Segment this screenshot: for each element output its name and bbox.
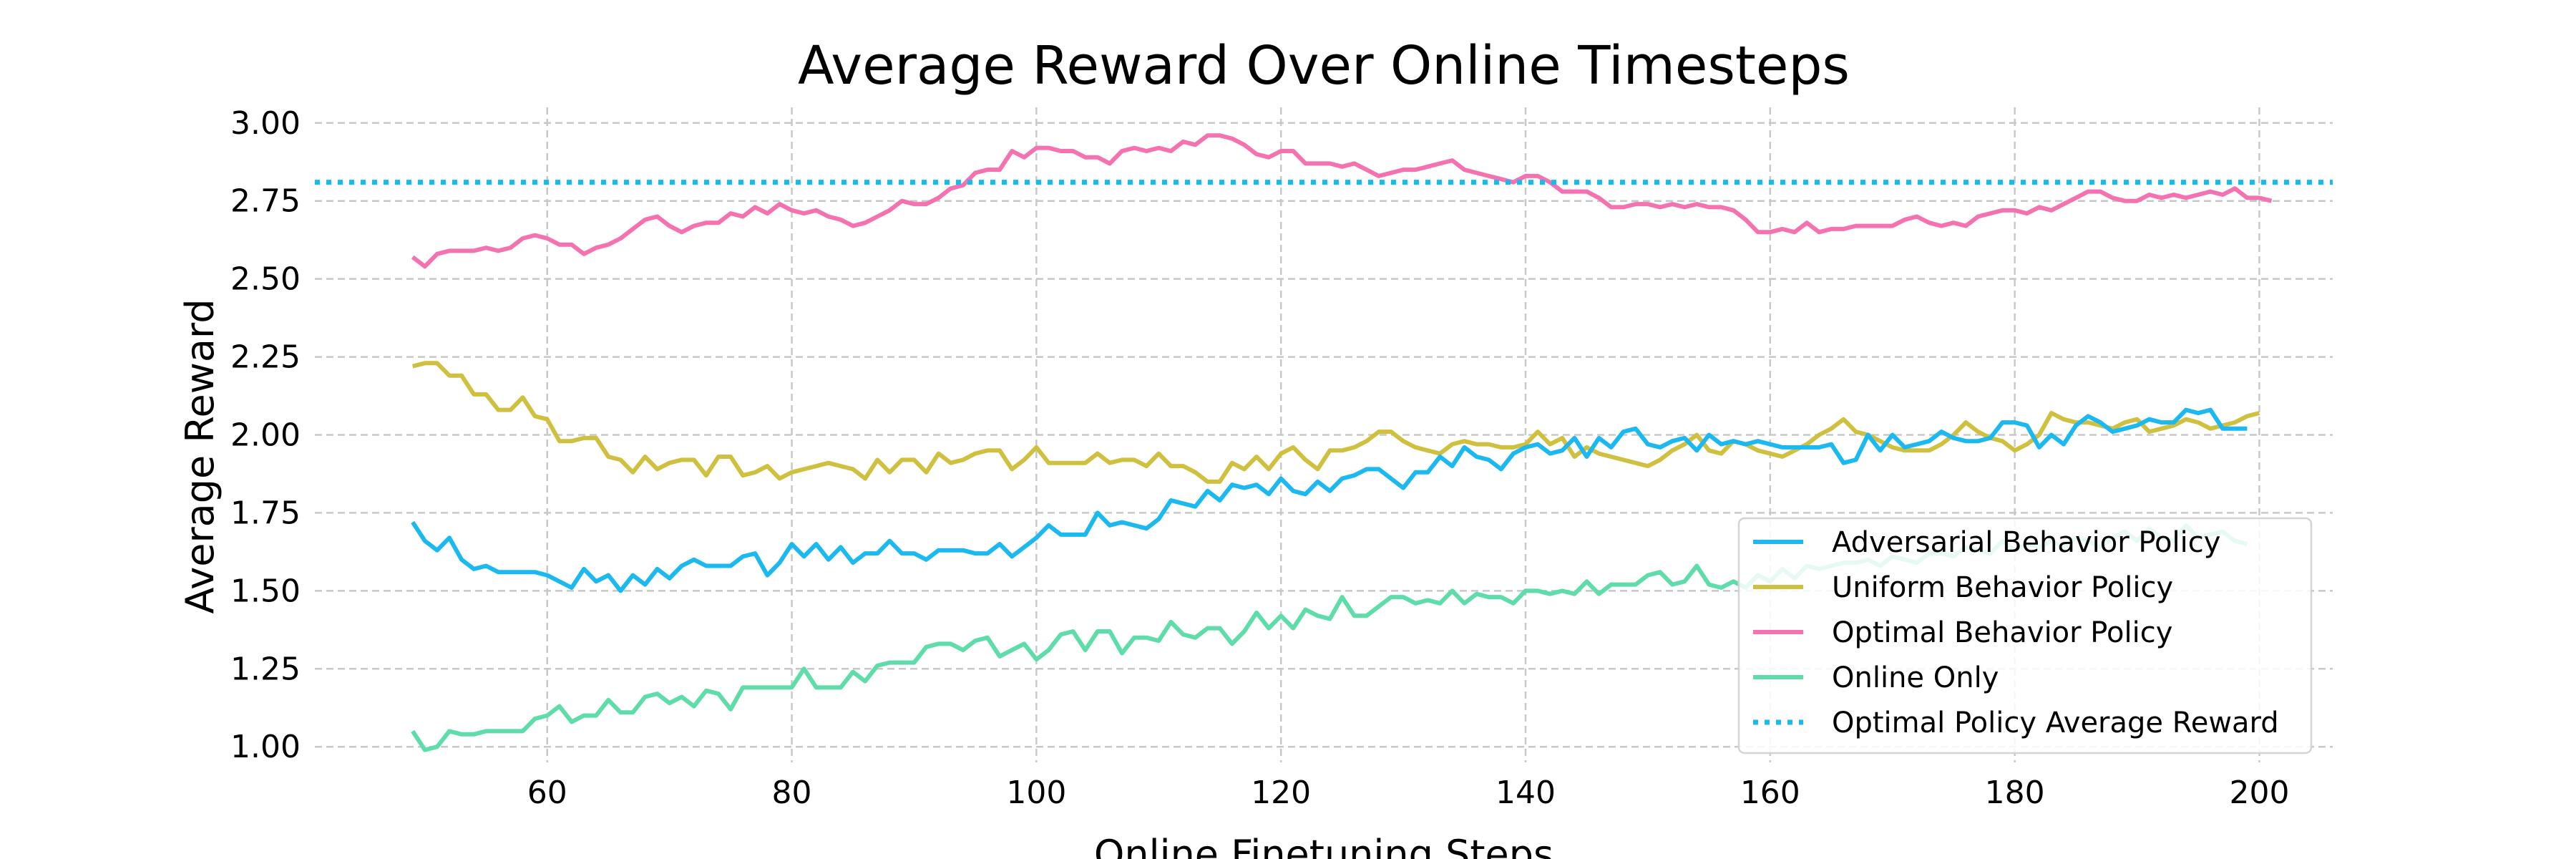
x-tick-label: 180 — [1985, 775, 2045, 811]
x-axis-ticks: 60 80 100 120 140 160 180 200 — [527, 775, 2290, 811]
x-tick-label: 200 — [2229, 775, 2289, 811]
legend-label: Uniform Behavior Policy — [1832, 571, 2173, 604]
x-tick-label: 120 — [1251, 775, 1311, 811]
y-tick-label: 1.50 — [230, 573, 301, 609]
y-tick-label: 1.25 — [230, 651, 301, 687]
x-tick-label: 160 — [1740, 775, 1800, 811]
y-axis-title: Average Reward — [177, 299, 223, 613]
legend-label: Optimal Policy Average Reward — [1832, 707, 2279, 739]
x-axis-title: Online Finetuning Steps — [1094, 832, 1553, 859]
y-axis-ticks: 1.00 1.25 1.50 1.75 2.00 2.25 2.50 2.75 3.00 — [230, 105, 301, 765]
series-line — [411, 133, 2273, 269]
chart-title: Average Reward Over Online Timesteps — [798, 35, 1850, 97]
legend-label: Optimal Behavior Policy — [1832, 616, 2172, 649]
y-tick-label: 2.25 — [230, 339, 301, 376]
legend: Adversarial Behavior Policy Uniform Behav… — [1737, 517, 2313, 754]
y-tick-label: 1.75 — [230, 495, 301, 531]
series-line — [411, 407, 2248, 593]
y-tick-label: 2.00 — [230, 417, 301, 454]
x-tick-label: 60 — [527, 775, 567, 811]
legend-box — [1737, 517, 2313, 754]
x-tick-label: 100 — [1006, 775, 1066, 811]
legend-label: Online Only — [1832, 661, 1999, 694]
legend-label: Adversarial Behavior Policy — [1832, 526, 2220, 559]
y-tick-label: 2.75 — [230, 183, 301, 220]
grid — [315, 107, 2333, 762]
x-tick-label: 140 — [1496, 775, 1556, 811]
y-tick-label: 1.00 — [230, 729, 301, 765]
y-tick-label: 3.00 — [230, 105, 301, 142]
y-tick-label: 2.50 — [230, 261, 301, 298]
x-tick-label: 80 — [772, 775, 812, 811]
series-line — [411, 361, 2260, 484]
